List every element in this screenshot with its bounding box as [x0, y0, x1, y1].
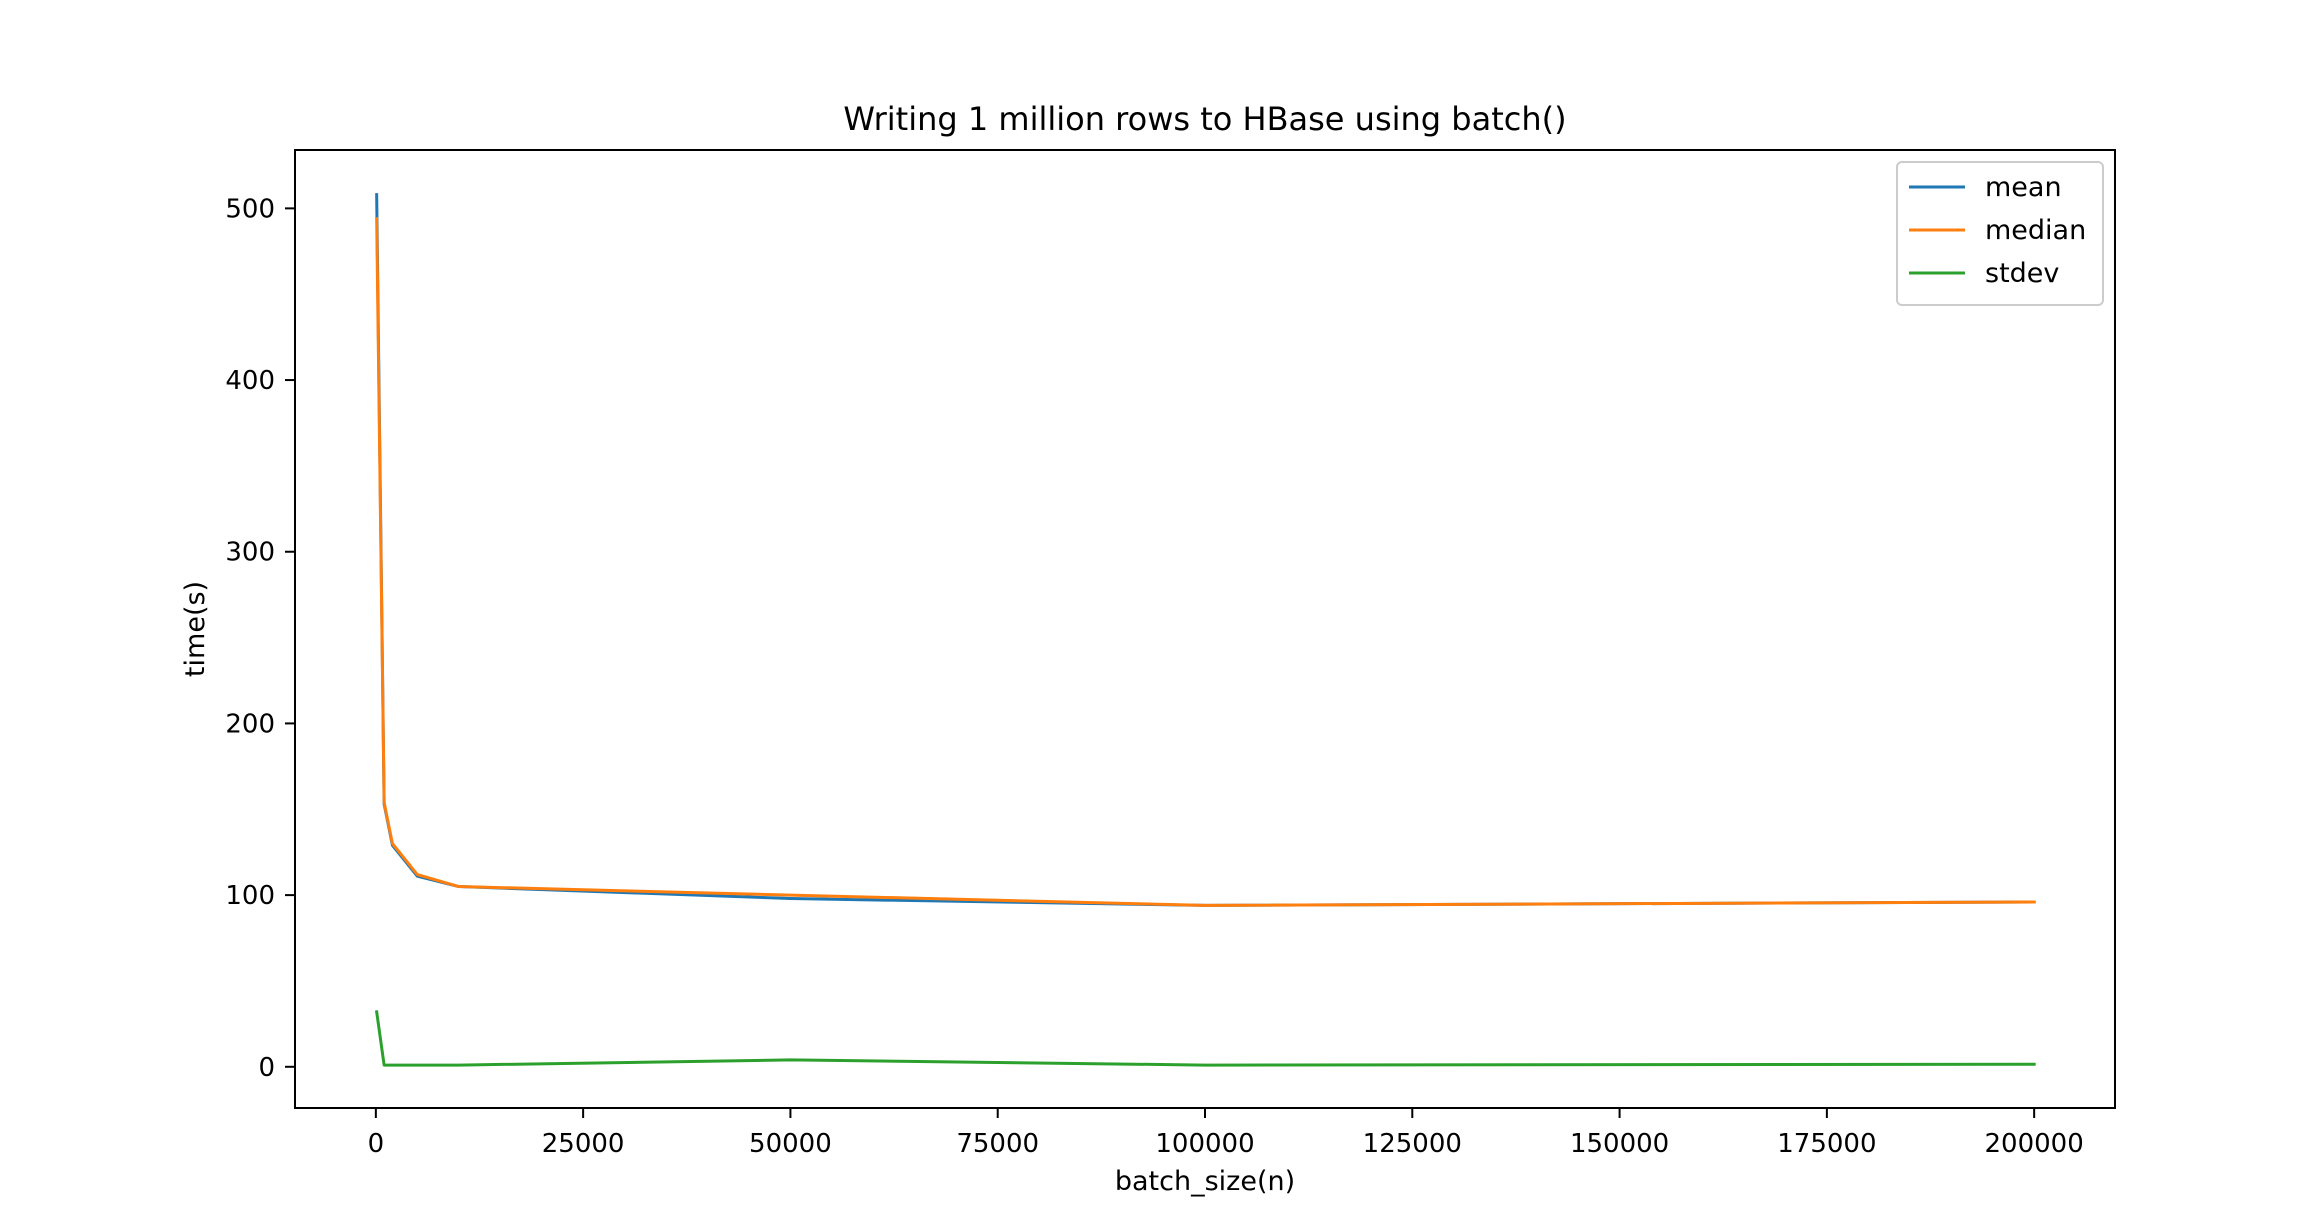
y-tick-label: 0	[258, 1053, 275, 1083]
y-tick-label: 200	[225, 709, 275, 739]
y-tick-label: 400	[225, 366, 275, 396]
x-tick-label: 50000	[749, 1129, 832, 1159]
y-tick-label: 500	[225, 194, 275, 224]
series-line-mean	[375, 193, 2036, 907]
series-line-stdev	[374, 1010, 2036, 1067]
x-axis-ticks: 0 25000 50000 75000 100000 125000 150000 175000…	[368, 1108, 2084, 1159]
x-tick-label: 175000	[1777, 1129, 1876, 1159]
x-axis-label: batch_size(n)	[1115, 1166, 1295, 1197]
x-tick-label: 125000	[1363, 1129, 1462, 1159]
x-tick-label: 75000	[956, 1129, 1039, 1159]
x-tick-label: 0	[368, 1129, 385, 1159]
chart-title: Writing 1 million rows to HBase using ba…	[843, 100, 1566, 138]
series-lines	[374, 193, 2036, 1067]
legend-label-stdev: stdev	[1985, 258, 2059, 289]
x-tick-label: 200000	[1985, 1129, 2084, 1159]
legend-label-median: median	[1985, 215, 2086, 246]
plot-area-frame	[294, 149, 2116, 1109]
x-tick-label: 100000	[1155, 1129, 1254, 1159]
legend: mean median stdev	[1896, 161, 2104, 306]
y-tick-label: 300	[225, 538, 275, 568]
x-tick-label: 150000	[1570, 1129, 1669, 1159]
legend-label-mean: mean	[1985, 172, 2062, 203]
y-tick-label: 100	[225, 881, 275, 911]
y-axis-ticks: 0 100 200 300 400 500	[225, 194, 295, 1083]
legend-box	[1896, 161, 2104, 306]
y-axis-label: time(s)	[180, 581, 211, 677]
series-line-median	[375, 217, 2036, 907]
x-tick-label: 25000	[542, 1129, 625, 1159]
